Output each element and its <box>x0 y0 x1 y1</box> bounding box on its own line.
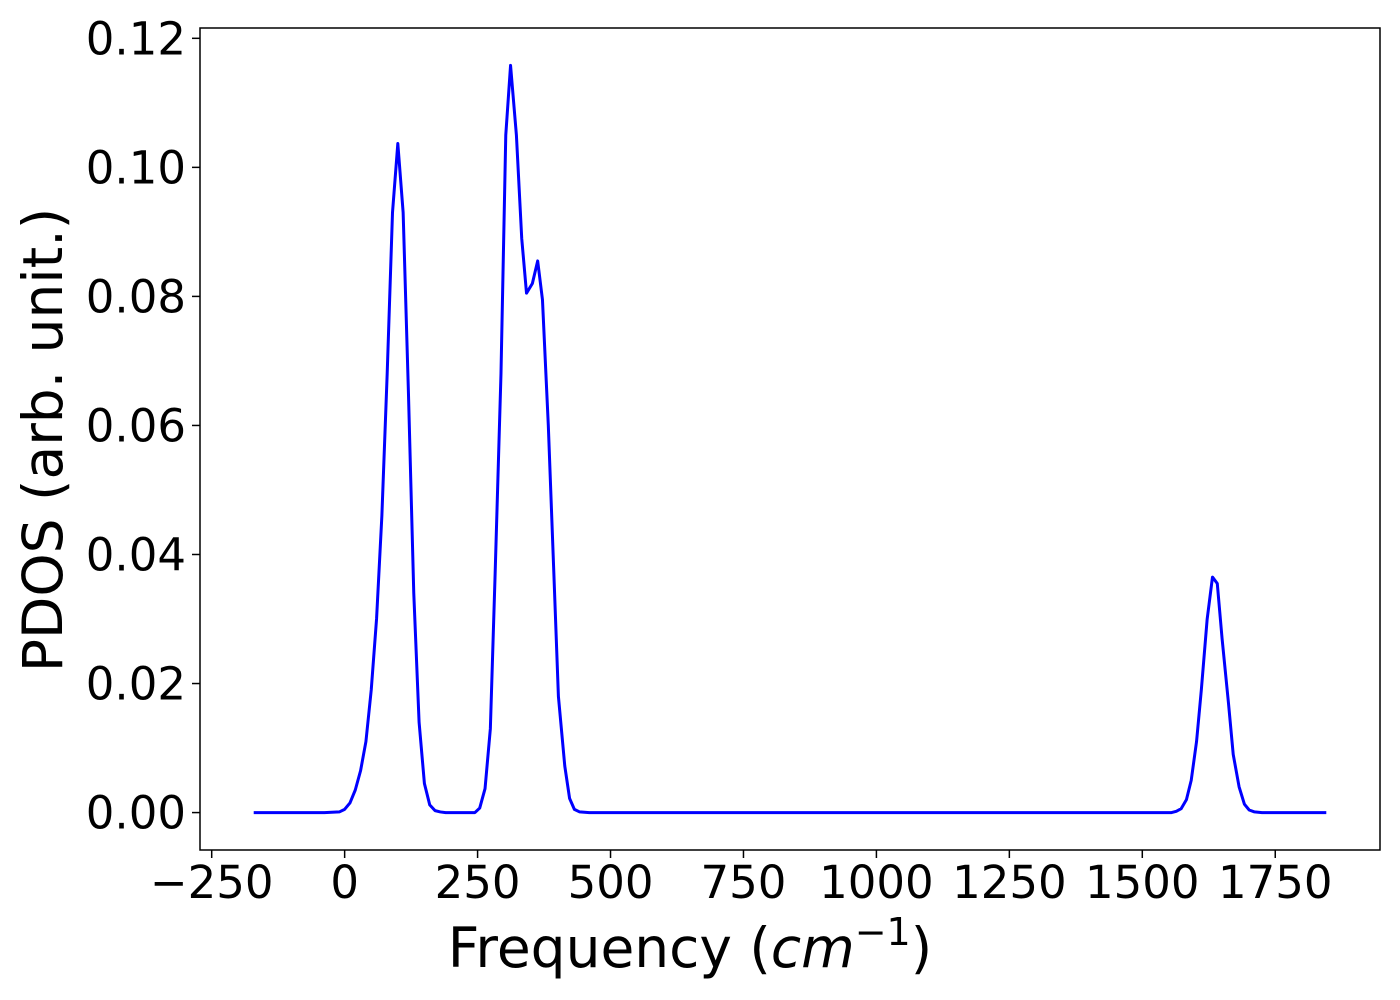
y-axis-label: PDOS (arb. unit.) <box>11 208 75 672</box>
y-tick-label: 0.00 <box>86 787 186 840</box>
x-tick-label: −250 <box>150 856 274 909</box>
x-tick-label: 750 <box>701 856 787 909</box>
y-tick-label: 0.04 <box>86 528 186 581</box>
x-tick-label: 0 <box>330 856 359 909</box>
data-line <box>253 63 1327 815</box>
y-tick-label: 0.06 <box>86 399 186 452</box>
x-axis-label: Frequency (cm−1) <box>448 910 932 980</box>
plot-frame <box>199 27 1381 851</box>
y-tick-label: 0.02 <box>86 658 186 711</box>
x-tick-label: 1750 <box>1218 856 1333 909</box>
x-label-exponent: −1 <box>855 910 911 954</box>
x-label-text: ) <box>911 916 932 980</box>
x-tick-label: 1000 <box>819 856 934 909</box>
y-tick-label: 0.10 <box>86 141 186 194</box>
x-label-unit: cm <box>771 916 855 980</box>
x-tick-label: 500 <box>568 856 654 909</box>
x-tick-label: 1250 <box>952 856 1067 909</box>
y-tick-label: 0.08 <box>86 270 186 323</box>
x-tick-label: 250 <box>435 856 521 909</box>
x-label-text: Frequency ( <box>448 916 771 980</box>
y-tick-label: 0.12 <box>86 12 186 65</box>
x-tick-label: 1500 <box>1085 856 1200 909</box>
